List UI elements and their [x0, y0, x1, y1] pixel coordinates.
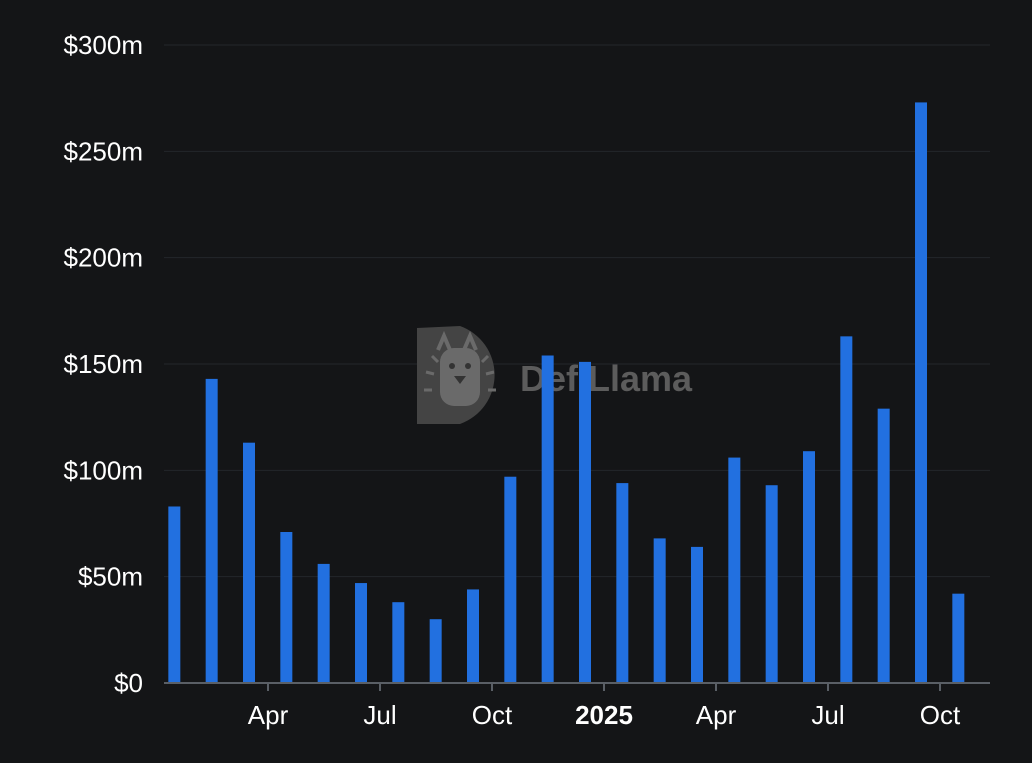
bar: [877, 408, 890, 683]
y-tick-label: $150m: [64, 349, 144, 379]
bar: [728, 457, 741, 683]
y-axis-labels: $0 $50m $100m $150m $200m $250m $300m: [64, 30, 144, 698]
bar: [504, 476, 517, 683]
bar: [243, 442, 255, 683]
grid-lines: [164, 44, 990, 578]
x-tick-label: Oct: [472, 700, 513, 730]
bar: [355, 583, 367, 683]
bar: [840, 336, 853, 683]
x-tick-label: Oct: [920, 700, 961, 730]
bar: [392, 602, 405, 683]
x-axis-labels: Apr Jul Oct 2025 Apr Jul Oct: [248, 700, 961, 730]
y-tick-label: $100m: [64, 455, 144, 485]
bar: [653, 538, 666, 683]
y-tick-label: $200m: [64, 243, 144, 273]
bar: [317, 563, 330, 683]
watermark: DefiLlama: [417, 326, 693, 424]
x-tick-label: Jul: [811, 700, 844, 730]
bar: [803, 451, 815, 683]
x-tick-label: Apr: [248, 700, 289, 730]
bar: [915, 102, 927, 684]
bar: [541, 355, 554, 683]
bars: [168, 102, 965, 684]
bar: [168, 506, 181, 683]
llama-logo-icon: [417, 326, 496, 424]
bar: [952, 593, 965, 683]
y-tick-label: $50m: [78, 562, 143, 592]
x-axis: [164, 682, 990, 691]
bar: [616, 483, 629, 683]
y-tick-label: $250m: [64, 136, 144, 166]
x-tick-label: 2025: [575, 700, 633, 730]
y-tick-label: $300m: [64, 30, 144, 60]
bar: [691, 546, 703, 683]
bar: [429, 619, 442, 683]
bar: [765, 485, 778, 683]
bar: [467, 589, 479, 683]
bar: [205, 378, 218, 683]
x-tick-label: Apr: [696, 700, 737, 730]
y-tick-label: $0: [114, 668, 143, 698]
bar: [280, 532, 293, 683]
x-tick-label: Jul: [363, 700, 396, 730]
bar: [579, 361, 591, 683]
